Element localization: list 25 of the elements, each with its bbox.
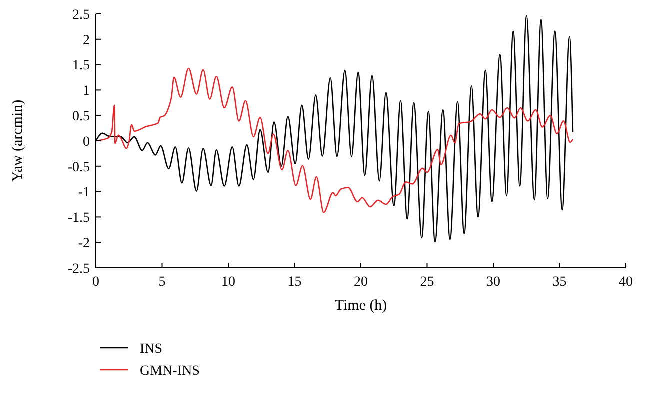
x-tick-label: 30 [486,275,500,290]
y-tick-label: -2 [78,236,90,252]
x-tick-label: 40 [619,275,633,290]
x-tick-label: 25 [420,275,434,290]
y-tick-label: -0.5 [68,160,90,176]
legend-label: GMN-INS [140,364,200,379]
x-tick-label: 10 [222,275,236,290]
x-tick-label: 35 [552,275,567,290]
y-tick-label: -1.5 [68,211,90,226]
x-tick-label: 5 [158,275,166,290]
y-tick-label: -1 [78,186,90,201]
x-tick-label: 20 [354,275,368,290]
y-tick-label: 2.5 [72,8,90,23]
y-tick-label: 1 [83,84,90,100]
y-axis-title: Yaw (arcmin) [10,100,26,182]
y-tick-label: 2 [83,33,90,48]
x-tick-label: 0 [92,275,100,290]
x-tick-label: 15 [288,275,302,290]
y-tick-label: 0.5 [72,110,90,124]
y-tick-label: -2.5 [68,262,90,277]
legend-label: INS [140,342,163,357]
y-tick-label: 0 [83,134,90,150]
y-tick-label: 1.5 [72,58,90,74]
x-axis-title: Time (h) [334,298,388,314]
line-series [95,68,574,214]
